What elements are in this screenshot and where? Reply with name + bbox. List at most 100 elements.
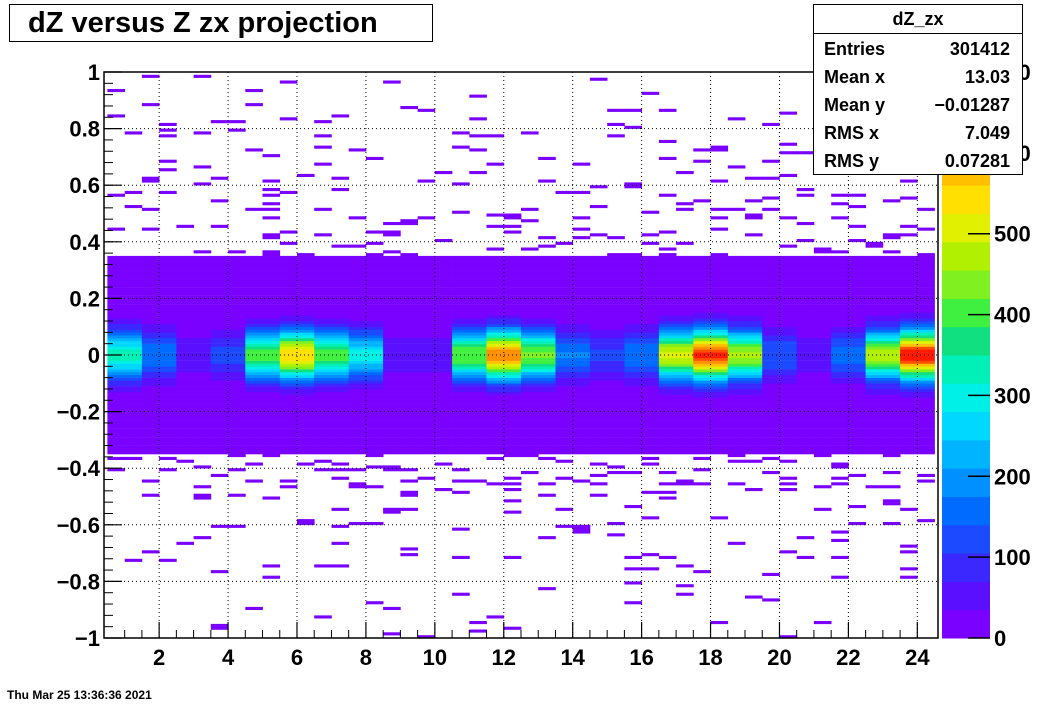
heatmap-cell bbox=[245, 408, 263, 412]
heatmap-cell bbox=[641, 332, 660, 336]
heatmap-cell bbox=[624, 108, 642, 112]
heatmap-cell bbox=[469, 369, 487, 373]
heatmap-cell bbox=[279, 335, 298, 339]
heatmap-cell bbox=[796, 431, 815, 435]
heatmap-cell bbox=[900, 366, 918, 370]
heatmap-cell bbox=[348, 323, 367, 327]
heatmap-cell bbox=[917, 414, 935, 418]
heatmap-cell bbox=[210, 199, 229, 203]
heatmap-cell bbox=[762, 394, 780, 398]
heatmap-cell bbox=[141, 383, 160, 387]
heatmap-cell bbox=[107, 468, 125, 472]
heatmap-cell bbox=[917, 473, 935, 477]
heatmap-cell bbox=[228, 349, 246, 353]
heatmap-cell bbox=[865, 439, 884, 443]
heatmap-cell bbox=[279, 417, 298, 421]
heatmap-cell bbox=[452, 275, 470, 279]
heatmap-cell bbox=[589, 338, 608, 342]
heatmap-cell bbox=[297, 391, 315, 395]
heatmap-cell bbox=[641, 363, 660, 367]
heatmap-cell bbox=[228, 439, 246, 443]
heatmap-cell bbox=[779, 255, 798, 259]
heatmap-cell bbox=[589, 272, 608, 276]
heatmap-cell bbox=[159, 428, 177, 432]
heatmap-cell bbox=[193, 360, 212, 364]
heatmap-cell bbox=[917, 420, 935, 424]
heatmap-cell bbox=[297, 289, 315, 293]
heatmap-cell bbox=[727, 383, 746, 387]
heatmap-cell bbox=[503, 270, 522, 274]
heatmap-cell bbox=[538, 355, 556, 359]
heatmap-cell bbox=[745, 442, 763, 446]
heatmap-cell bbox=[297, 349, 315, 353]
heatmap-cell bbox=[641, 343, 660, 347]
heatmap-cell bbox=[641, 425, 660, 429]
heatmap-cell bbox=[228, 287, 246, 291]
heatmap-cell bbox=[176, 431, 194, 435]
heatmap-cell bbox=[813, 420, 832, 424]
heatmap-cell bbox=[176, 397, 194, 401]
heatmap-cell bbox=[262, 258, 281, 262]
heatmap-cell bbox=[762, 159, 780, 163]
heatmap-cell bbox=[848, 270, 866, 274]
heatmap-cell bbox=[141, 338, 160, 342]
heatmap-cell bbox=[400, 428, 418, 432]
heatmap-cell bbox=[572, 295, 591, 299]
heatmap-cell bbox=[538, 267, 556, 271]
heatmap-cell bbox=[348, 468, 367, 472]
heatmap-cell bbox=[727, 405, 746, 409]
heatmap-cell bbox=[848, 403, 866, 407]
heatmap-cell bbox=[779, 335, 798, 339]
heatmap-cell bbox=[176, 400, 194, 404]
heatmap-cell bbox=[538, 377, 556, 381]
heatmap-cell bbox=[486, 272, 505, 276]
heatmap-cell bbox=[193, 182, 212, 186]
heatmap-cell bbox=[210, 304, 229, 308]
heatmap-cell bbox=[796, 414, 815, 418]
heatmap-cell bbox=[624, 448, 642, 452]
heatmap-cell bbox=[262, 284, 281, 288]
heatmap-cell bbox=[210, 335, 229, 339]
heatmap-cell bbox=[452, 400, 470, 404]
heatmap-cell bbox=[262, 372, 281, 376]
heatmap-cell bbox=[555, 346, 574, 350]
heatmap-cell bbox=[589, 278, 608, 282]
heatmap-cell bbox=[745, 335, 763, 339]
heatmap-cell bbox=[365, 422, 384, 426]
heatmap-cell bbox=[503, 295, 522, 299]
heatmap-cell bbox=[710, 411, 729, 415]
heatmap-cell bbox=[176, 301, 194, 305]
heatmap-cell bbox=[813, 374, 832, 378]
heatmap-cell bbox=[813, 298, 832, 302]
heatmap-cell bbox=[693, 397, 711, 401]
heatmap-cell bbox=[383, 510, 401, 514]
heatmap-cell bbox=[538, 349, 556, 353]
heatmap-cell bbox=[297, 428, 315, 432]
heatmap-cell bbox=[348, 292, 367, 296]
heatmap-cell bbox=[141, 227, 160, 231]
heatmap-cell bbox=[572, 386, 591, 390]
heatmap-cell bbox=[589, 448, 608, 452]
heatmap-cell bbox=[331, 315, 350, 319]
heatmap-cell bbox=[882, 338, 901, 342]
heatmap-cell bbox=[365, 355, 384, 359]
heatmap-cell bbox=[331, 408, 350, 412]
heatmap-cell bbox=[176, 312, 194, 316]
heatmap-cell bbox=[865, 287, 884, 291]
heatmap-cell bbox=[900, 267, 918, 271]
heatmap-cell bbox=[882, 335, 901, 339]
heatmap-cell bbox=[796, 434, 815, 438]
x-tick-label: 22 bbox=[836, 645, 860, 670]
heatmap-cell bbox=[727, 459, 746, 463]
heatmap-cell bbox=[779, 352, 798, 356]
heatmap-cell bbox=[297, 445, 315, 449]
heatmap-cell bbox=[865, 403, 884, 407]
heatmap-cell bbox=[124, 439, 143, 443]
heatmap-cell bbox=[245, 417, 263, 421]
heatmap-cell bbox=[262, 445, 281, 449]
heatmap-cell bbox=[262, 431, 281, 435]
heatmap-cell bbox=[917, 261, 935, 265]
heatmap-cell bbox=[882, 355, 901, 359]
heatmap-cell bbox=[159, 445, 177, 449]
heatmap-cell bbox=[831, 267, 849, 271]
